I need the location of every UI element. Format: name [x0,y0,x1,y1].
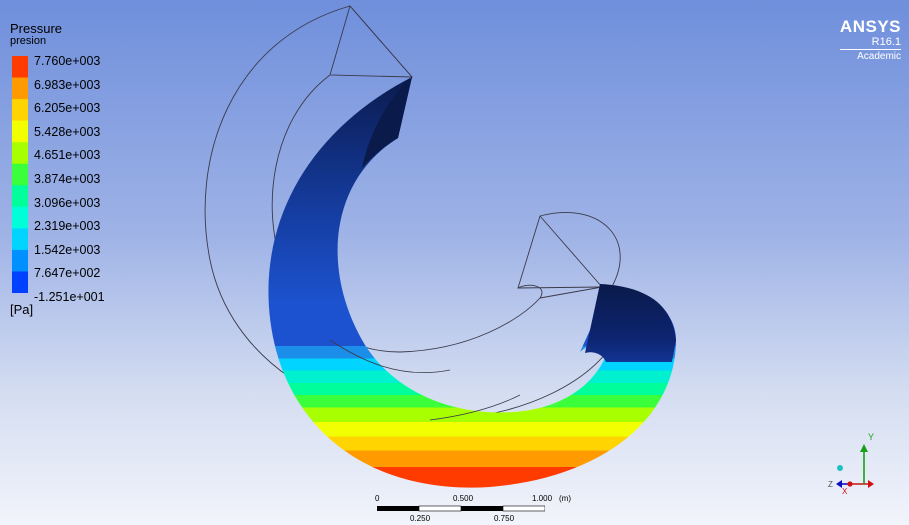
legend-swatch [12,185,28,208]
scale-label-0-500: 0.500 [453,494,474,503]
legend-swatch [12,228,28,251]
legend-value-label: 2.319e+003 [34,219,101,234]
legend-unit: [Pa] [10,302,34,317]
legend-value-label: 3.874e+003 [34,172,101,186]
scale-bar-graphic [377,505,545,512]
legend-swatch [12,249,28,272]
legend-colorbar [12,56,28,293]
legend-swatch [12,56,28,79]
inlet-face-left [362,77,412,168]
scale-label-1-000: 1.000 [532,494,553,503]
scale-bar: 0 0.500 1.000 (m) 0.250 0.750 [373,494,571,524]
brand-name: ANSYS [839,17,901,36]
legend-swatch [12,163,28,186]
legend-value-label: 6.205e+003 [34,101,101,116]
triad-iso-ball [837,465,843,471]
legend-value-label: 7.760e+003 [34,54,101,68]
legend-value-label: 6.983e+003 [34,77,101,92]
volute-body [268,77,676,488]
brand-edition: Academic [839,49,901,62]
domain-wireframe [204,5,621,421]
legend-value-label: 4.651e+003 [34,148,101,163]
axis-triad[interactable]: Y Z X [826,428,876,498]
inlet-face-right [585,284,676,362]
scale-label-0: 0 [375,494,380,503]
legend-swatch [12,99,28,122]
legend-value-label: 7.647e+002 [34,266,101,281]
z-axis-arrow [836,480,842,488]
legend-swatch [12,206,28,229]
legend-value-label: -1.251e+001 [34,290,105,304]
x-axis-label: X [842,487,848,496]
legend-title: Pressure [10,21,63,36]
y-axis-arrow [860,444,868,452]
z-axis-label: Z [828,480,833,489]
triad-origin [847,481,853,487]
scale-unit: (m) [559,494,571,503]
legend-subtitle: presion [10,35,47,47]
legend-swatch [12,120,28,143]
brand-version: R16.1 [871,36,901,48]
legend-value-label: 5.428e+003 [34,124,101,139]
ansys-logo: ANSYS R16.1 Academic [839,17,901,62]
legend-value-label: 3.096e+003 [34,195,101,210]
legend-swatch [12,271,28,293]
legend-swatch [12,142,28,165]
legend-swatch [12,77,28,100]
legend-value-label: 1.542e+003 [34,242,101,257]
scale-label-0-250: 0.250 [410,514,431,523]
scale-label-0-750: 0.750 [494,514,515,523]
y-axis-label: Y [868,432,874,442]
x-axis-arrow [868,480,874,488]
